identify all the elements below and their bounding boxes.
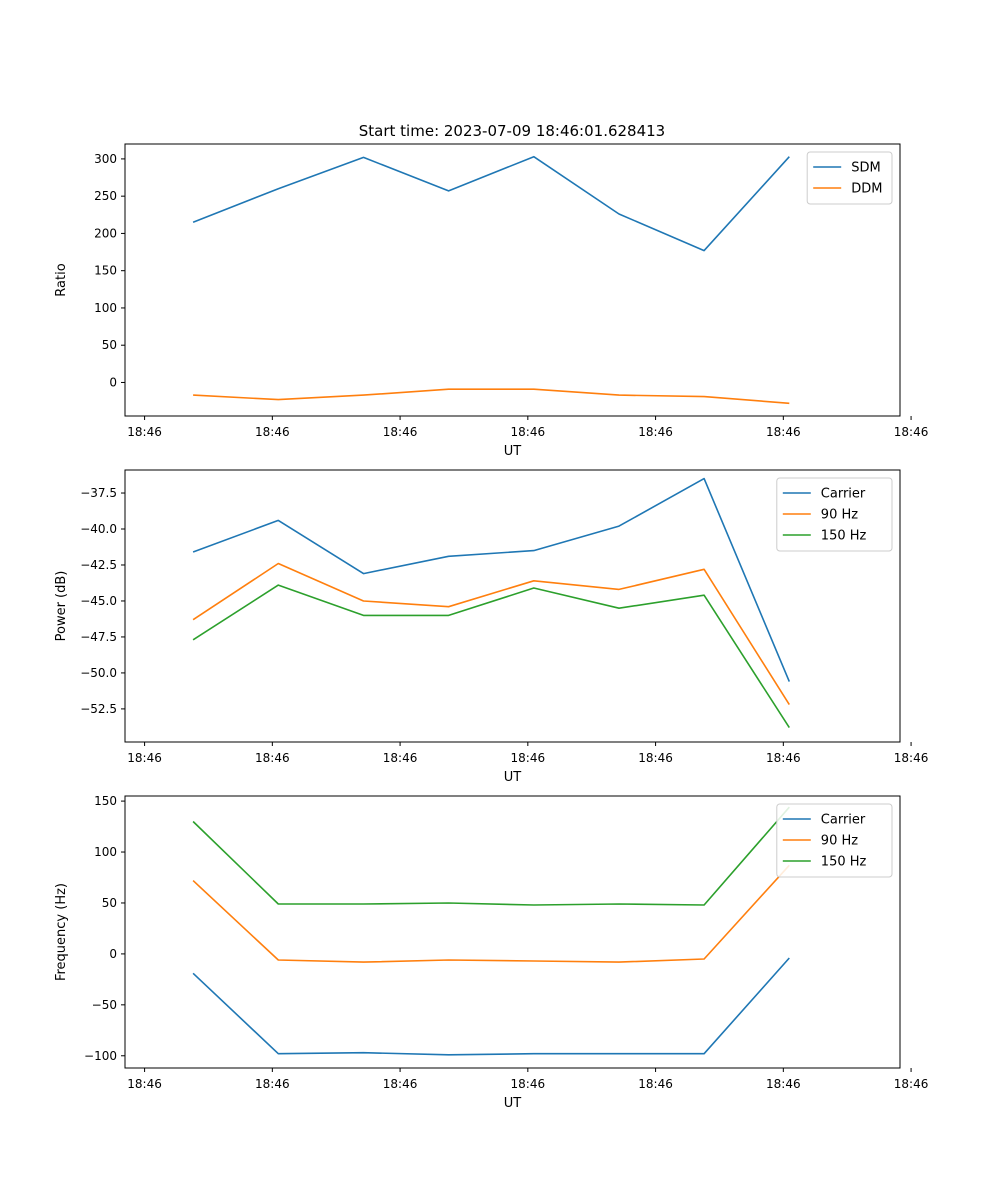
x-tick-label: 18:46	[511, 751, 546, 765]
x-tick-label: 18:46	[255, 1077, 290, 1091]
series-line-ddm	[193, 388, 790, 405]
x-tick-label: 18:46	[127, 751, 162, 765]
figure-title: Start time: 2023-07-09 18:46:01.628413	[359, 122, 665, 140]
legend-label: Carrier	[821, 487, 866, 502]
series-line-90-hz	[192, 562, 790, 706]
x-tick-label: 18:46	[127, 1077, 162, 1091]
x-tick-label: 18:46	[638, 1077, 673, 1091]
series-line-carrier	[192, 477, 791, 682]
x-tick-label: 18:46	[255, 425, 290, 439]
y-tick-label: 150	[94, 264, 117, 278]
legend-label: DDM	[851, 182, 882, 197]
legend-box	[776, 477, 893, 552]
x-tick-label: 18:46	[638, 751, 673, 765]
legend: Carrier 90 Hz 150 Hz	[776, 803, 893, 878]
y-tick-label: 250	[94, 189, 117, 203]
series-line-sdm	[192, 155, 790, 252]
panel-2: 18:46 18:46 18:46 18:46 18:46 18:46 18:46 −37.5…	[54, 469, 929, 785]
legend-box	[806, 151, 893, 205]
legend-label: 150 Hz	[821, 855, 867, 870]
y-tick-label: 100	[94, 301, 117, 315]
legend-label: 90 Hz	[821, 508, 858, 523]
panel-1: 18:46 18:46 18:46 18:46 18:46 18:46 18:46 0 50 10…	[54, 143, 929, 459]
series-line-90-hz	[192, 864, 790, 963]
y-tick-label: −42.5	[80, 558, 117, 572]
plot-area	[124, 795, 901, 1069]
x-tick-label: 18:46	[894, 1077, 929, 1091]
x-tick-label: 18:46	[511, 1077, 546, 1091]
legend-label: 90 Hz	[821, 834, 858, 849]
series-line-150-hz	[192, 806, 790, 906]
x-tick-label: 18:46	[127, 425, 162, 439]
legend: Carrier 90 Hz 150 Hz	[776, 477, 893, 552]
legend-label: SDM	[851, 161, 880, 176]
x-tick-label: 18:46	[383, 751, 418, 765]
y-tick-label: −50	[92, 998, 117, 1012]
y-tick-label: −100	[84, 1049, 117, 1063]
panel-3: 18:46 18:46 18:46 18:46 18:46 18:46 18:46 150 10…	[54, 794, 928, 1111]
y-axis-label: Frequency (Hz)	[54, 883, 69, 981]
plot-area	[124, 143, 901, 417]
y-tick-label: 50	[102, 896, 117, 910]
x-tick-label: 18:46	[383, 1077, 418, 1091]
y-tick-label: 50	[102, 338, 117, 352]
plot-area	[124, 469, 901, 743]
y-axis-label: Power (dB)	[54, 571, 69, 642]
y-tick-label: 0	[109, 947, 117, 961]
series-line-carrier	[192, 957, 790, 1056]
x-tick-label: 18:46	[638, 425, 673, 439]
x-axis-label: UT	[504, 1096, 522, 1111]
series-line-150-hz	[192, 584, 790, 729]
y-tick-label: 200	[94, 226, 117, 240]
x-tick-label: 18:46	[511, 425, 546, 439]
y-axis-label: Ratio	[54, 263, 69, 296]
x-tick-label: 18:46	[894, 751, 929, 765]
legend-label: 150 Hz	[821, 529, 867, 544]
legend-box	[776, 803, 893, 878]
y-tick-label: 100	[94, 845, 117, 859]
y-tick-label: 150	[94, 794, 117, 808]
x-axis-label: UT	[504, 444, 522, 459]
x-tick-label: 18:46	[766, 751, 801, 765]
y-tick-label: −40.0	[80, 522, 117, 536]
x-tick-label: 18:46	[383, 425, 418, 439]
x-tick-label: 18:46	[894, 425, 929, 439]
legend: SDM DDM	[806, 151, 893, 205]
y-tick-label: 300	[94, 152, 117, 166]
x-tick-label: 18:46	[766, 1077, 801, 1091]
x-tick-label: 18:46	[255, 751, 290, 765]
legend-label: Carrier	[821, 813, 866, 828]
y-tick-label: −45.0	[80, 594, 117, 608]
y-tick-label: −47.5	[80, 630, 117, 644]
y-tick-label: −52.5	[80, 702, 117, 716]
y-tick-label: −50.0	[80, 666, 117, 680]
y-tick-label: −37.5	[80, 486, 117, 500]
y-tick-label: 0	[109, 375, 117, 389]
x-tick-label: 18:46	[766, 425, 801, 439]
x-axis-label: UT	[504, 770, 522, 785]
